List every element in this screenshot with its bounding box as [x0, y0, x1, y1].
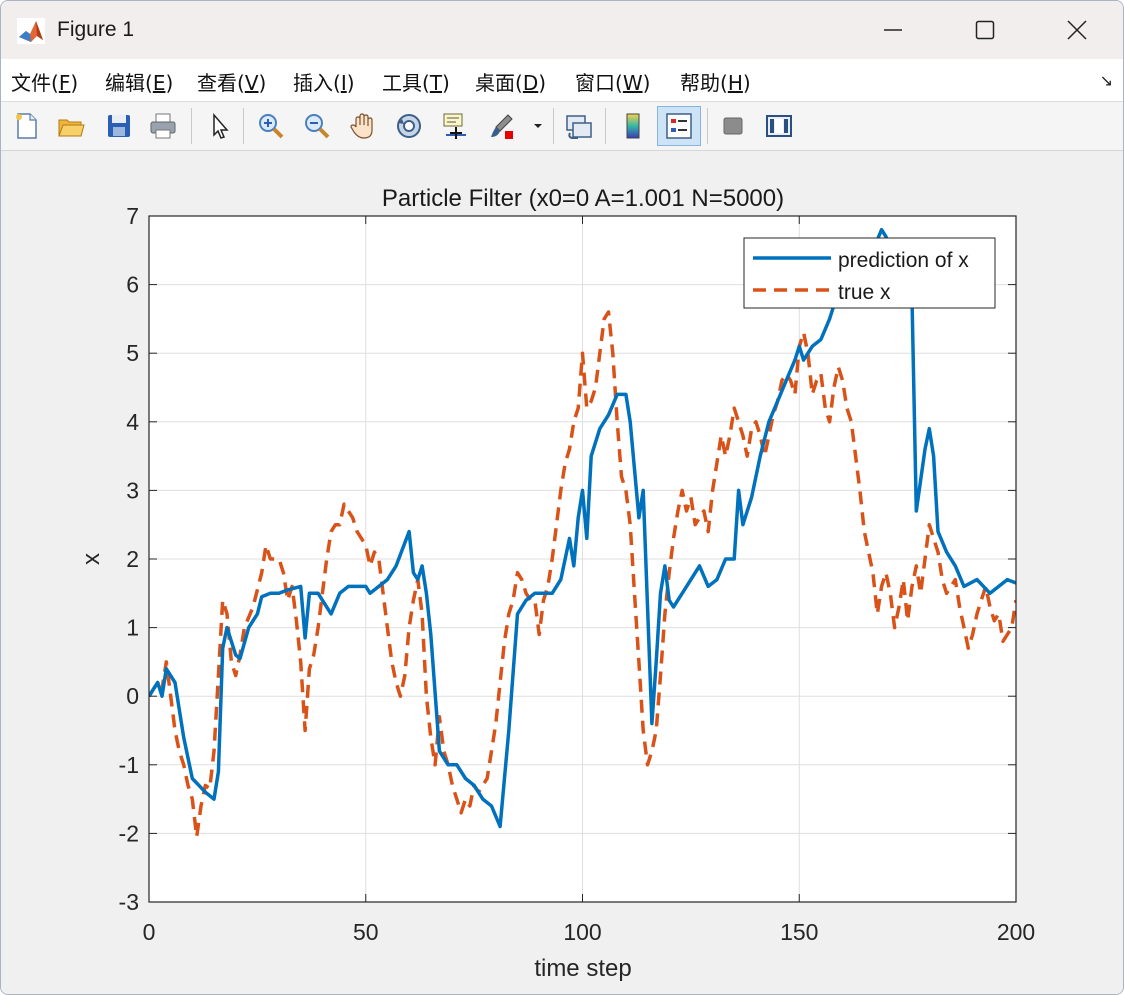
zoom-in-button[interactable] — [253, 108, 289, 144]
pointer-arrow-icon — [213, 112, 229, 139]
figure-toolbar — [1, 102, 1123, 151]
data-tip-icon — [443, 113, 466, 139]
print-button[interactable] — [145, 108, 181, 144]
y-tick-label: -1 — [119, 752, 139, 778]
x-tick-label: 0 — [143, 919, 156, 945]
minimize-button[interactable] — [847, 1, 939, 59]
zoom-in-icon — [259, 114, 284, 139]
y-axis-label: x — [78, 553, 105, 565]
maximize-icon — [975, 20, 995, 40]
y-tick-label: 5 — [126, 340, 139, 366]
menu-window[interactable]: 窗口(W) — [575, 71, 651, 95]
y-tick-label: 7 — [126, 203, 139, 229]
pan-hand-icon — [350, 113, 373, 139]
link-plot-icon — [566, 115, 592, 139]
menu-help[interactable]: 帮助(H) — [680, 71, 751, 95]
close-button[interactable] — [1031, 1, 1123, 59]
link-plot-button[interactable] — [561, 108, 597, 144]
menu-edit[interactable]: 编辑(E) — [105, 71, 174, 95]
pan-button[interactable] — [345, 108, 381, 144]
open-file-button[interactable] — [53, 108, 89, 144]
chevron-down-icon — [534, 124, 542, 128]
new-file-icon — [16, 113, 37, 139]
save-button[interactable] — [101, 108, 137, 144]
toolbar-separator — [243, 108, 244, 144]
matlab-logo-icon — [17, 18, 45, 44]
dock-arrow-icon[interactable]: ↘ — [1099, 71, 1113, 90]
figure-canvas[interactable]: 0 50 100 150 200 -3 -2 -1 0 1 2 3 4 5 6 7 Particle Filt… — [1, 151, 1123, 994]
legend-box — [743, 237, 996, 309]
resize-grip-icon[interactable] — [1109, 980, 1119, 990]
x-tick-label: 200 — [997, 919, 1035, 945]
rotate-3d-button[interactable] — [391, 108, 427, 144]
y-tick-label: 4 — [126, 409, 139, 435]
maximize-button[interactable] — [939, 1, 1031, 59]
legend-icon — [666, 113, 692, 139]
y-tick-label: 0 — [126, 683, 139, 709]
toolbar-separator — [605, 108, 606, 144]
show-plot-tools-button[interactable] — [761, 108, 797, 144]
minimize-icon — [884, 29, 902, 31]
toolbar-separator — [191, 108, 192, 144]
title-bar[interactable]: Figure 1 — [1, 1, 1123, 59]
toolbar-separator — [553, 108, 554, 144]
menu-file[interactable]: 文件(F) — [11, 71, 79, 95]
data-cursor-button[interactable] — [437, 108, 473, 144]
x-axis-label: time step — [534, 955, 631, 982]
colorbar-icon — [626, 113, 640, 139]
menu-insert[interactable]: 插入(I) — [293, 71, 355, 95]
menu-view[interactable]: 查看(V) — [197, 71, 267, 95]
menu-bar: 文件(F) 编辑(E) 查看(V) 插入(I) 工具(T) 桌面(D) 窗口(W… — [1, 59, 1123, 102]
select-arrow-button[interactable] — [201, 108, 237, 144]
close-icon — [1067, 20, 1087, 40]
open-folder-icon — [58, 119, 85, 137]
plot-title: Particle Filter (x0=0 A=1.001 N=5000) — [382, 185, 784, 212]
printer-icon — [150, 113, 176, 139]
window-title: Figure 1 — [57, 18, 135, 41]
new-figure-button[interactable] — [9, 108, 45, 144]
save-disk-icon — [108, 115, 130, 137]
insert-legend-button[interactable] — [657, 106, 701, 146]
zoom-out-button[interactable] — [299, 108, 335, 144]
legend-label-true: true x — [838, 281, 891, 304]
brush-button[interactable] — [483, 108, 519, 144]
y-tick-label: 3 — [126, 477, 139, 503]
show-plot-tools-icon — [766, 115, 792, 137]
series-line-true — [149, 310, 1016, 839]
rotate-3d-icon — [397, 114, 421, 138]
axis-ticks: 0 50 100 150 200 -3 -2 -1 0 1 2 3 4 5 6 7 — [119, 203, 1036, 945]
y-tick-label: -3 — [119, 889, 139, 915]
toolbar-separator — [707, 108, 708, 144]
legend-label-prediction: prediction of x — [838, 249, 969, 272]
zoom-out-icon — [305, 114, 330, 139]
menu-tools[interactable]: 工具(T) — [382, 71, 450, 95]
menu-desktop[interactable]: 桌面(D) — [475, 71, 547, 95]
y-tick-label: 6 — [126, 272, 139, 298]
hide-plot-tools-icon — [723, 117, 743, 135]
brush-dropdown-button[interactable] — [529, 108, 547, 144]
insert-colorbar-button[interactable] — [615, 108, 651, 144]
y-tick-label: 1 — [126, 615, 139, 641]
y-tick-label: -2 — [119, 820, 139, 846]
brush-icon — [491, 114, 513, 139]
x-tick-label: 50 — [353, 919, 379, 945]
x-tick-label: 100 — [563, 919, 601, 945]
legend[interactable]: prediction of x true x — [743, 237, 996, 309]
plot-svg[interactable]: 0 50 100 150 200 -3 -2 -1 0 1 2 3 4 5 6 7 Particle Filt… — [1, 151, 1123, 994]
hide-plot-tools-button[interactable] — [715, 108, 751, 144]
y-tick-label: 2 — [126, 546, 139, 572]
x-tick-label: 150 — [780, 919, 818, 945]
